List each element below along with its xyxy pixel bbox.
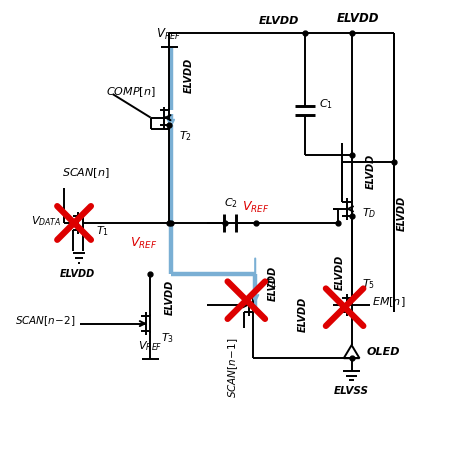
Text: $C_2$: $C_2$	[224, 196, 238, 210]
Text: $V_{REF}$: $V_{REF}$	[138, 339, 163, 353]
Text: ELVDD: ELVDD	[259, 17, 299, 27]
Text: ELVDD: ELVDD	[60, 269, 95, 279]
Text: ELVDD: ELVDD	[335, 255, 345, 290]
Text: $SCAN[n\!-\!2]$: $SCAN[n\!-\!2]$	[15, 314, 75, 328]
Text: ELVDD: ELVDD	[366, 154, 376, 189]
Text: $T_2$: $T_2$	[179, 129, 192, 143]
Text: $COMP[n]$: $COMP[n]$	[106, 85, 155, 99]
Text: ELVDD: ELVDD	[397, 196, 407, 231]
Text: $EM[n]$: $EM[n]$	[372, 296, 405, 310]
Text: $SCAN[n]$: $SCAN[n]$	[62, 166, 110, 180]
Text: $C_1$: $C_1$	[319, 97, 333, 110]
Text: $SCAN[n\!-\!1]$: $SCAN[n\!-\!1]$	[226, 337, 240, 398]
Text: ELVDD: ELVDD	[298, 297, 308, 332]
Text: $T_5$: $T_5$	[362, 277, 375, 291]
Text: $T_4$: $T_4$	[264, 277, 277, 291]
Text: $T_D$: $T_D$	[362, 207, 376, 220]
Text: $T_3$: $T_3$	[161, 332, 173, 346]
Text: $V_{DATA}$: $V_{DATA}$	[31, 214, 62, 228]
Text: $V_{REF}$: $V_{REF}$	[130, 236, 157, 251]
Text: ELVDD: ELVDD	[268, 266, 278, 301]
Text: OLED: OLED	[366, 346, 400, 356]
Text: ELVDD: ELVDD	[184, 58, 194, 93]
Text: $T_1$: $T_1$	[96, 225, 109, 238]
Text: $V_{REF}$: $V_{REF}$	[156, 27, 182, 42]
Text: ELVDD: ELVDD	[165, 280, 175, 316]
Text: ELVDD: ELVDD	[337, 12, 380, 25]
Text: ELVSS: ELVSS	[334, 386, 369, 396]
Text: $V_{REF}$: $V_{REF}$	[242, 200, 269, 215]
